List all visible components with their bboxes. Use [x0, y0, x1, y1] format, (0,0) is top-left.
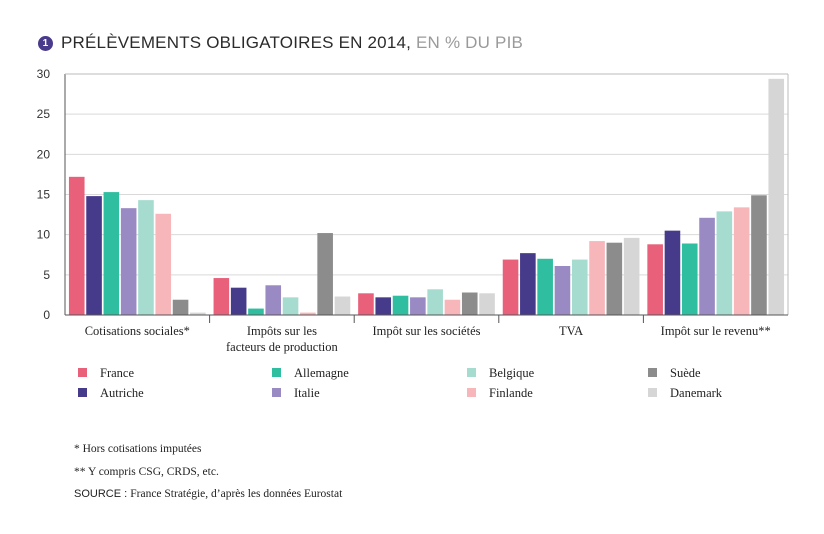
y-tick-label: 0 — [43, 308, 50, 322]
bar-belgique — [427, 289, 443, 315]
category-label: Impôts sur les — [247, 324, 317, 338]
legend-swatch-danemark — [648, 388, 657, 397]
bar-finlande — [155, 213, 172, 315]
legend-swatch-autriche — [78, 388, 87, 397]
legend-label-finlande: Finlande — [489, 386, 533, 400]
bar-danemark — [334, 296, 351, 315]
legend-swatch-suède — [648, 368, 657, 377]
bar-finlande — [589, 241, 605, 315]
y-tick-label: 15 — [37, 188, 51, 202]
bar-belgique — [282, 297, 299, 315]
bar-chart: 0 5 10 15 20 25 30 Cotisations sociales* Impôts … — [37, 67, 789, 400]
title-main: PRÉLÈVEMENTS OBLIGATOIRES EN 2014, — [61, 33, 412, 52]
bar-danemark — [190, 312, 206, 315]
legend-label-belgique: Belgique — [489, 366, 535, 380]
bar-suède — [461, 292, 478, 315]
bar-belgique — [138, 200, 154, 315]
bar-france — [358, 293, 374, 315]
bar-danemark — [479, 293, 495, 315]
bar-france — [647, 244, 663, 315]
footnote-2: ** Y compris CSG, CRDS, etc. — [74, 466, 219, 478]
bar-allemagne — [103, 192, 120, 315]
y-tick-label: 30 — [37, 67, 51, 81]
category-label: TVA — [559, 324, 583, 338]
bar-autriche — [86, 196, 102, 315]
legend-label-autriche: Autriche — [100, 386, 144, 400]
bar-danemark — [623, 237, 640, 315]
bar-france — [68, 176, 85, 315]
legend-label-france: France — [100, 366, 134, 380]
bar-italie — [410, 297, 426, 315]
category-label: facteurs de production — [226, 340, 339, 354]
bar-autriche — [664, 230, 681, 315]
bar-france — [213, 278, 230, 315]
bar-belgique — [716, 211, 733, 315]
bar-italie — [265, 285, 282, 315]
chart-title: 1 PRÉLÈVEMENTS OBLIGATOIRES EN 2014, EN %… — [38, 33, 523, 53]
bar-allemagne — [392, 295, 409, 315]
legend-swatch-finlande — [467, 388, 476, 397]
bar-suède — [317, 233, 333, 315]
bar-allemagne — [681, 243, 698, 315]
bar-allemagne — [248, 308, 264, 315]
title-unit: EN % DU PIB — [411, 33, 524, 52]
legend-label-allemagne: Allemagne — [294, 366, 349, 380]
legend-label-danemark: Danemark — [670, 386, 723, 400]
bar-suède — [606, 242, 623, 315]
legend-swatch-italie — [272, 388, 281, 397]
legend-label-suède: Suède — [670, 366, 701, 380]
y-tick-label: 25 — [37, 107, 51, 121]
bar-autriche — [375, 297, 392, 315]
legend-swatch-belgique — [467, 368, 476, 377]
y-tick-label: 10 — [37, 228, 51, 242]
category-label: Cotisations sociales* — [85, 324, 190, 338]
bar-belgique — [571, 259, 588, 315]
source-label: SOURCE : — [74, 488, 131, 500]
legend-swatch-allemagne — [272, 368, 281, 377]
bar-danemark — [768, 78, 785, 315]
y-tick-label: 20 — [37, 147, 51, 161]
legend-swatch-france — [78, 368, 87, 377]
figure-number-badge: 1 — [38, 36, 53, 51]
bar-allemagne — [537, 258, 553, 315]
bar-italie — [699, 217, 715, 315]
bar-autriche — [520, 253, 536, 315]
bar-suède — [751, 195, 767, 315]
y-tick-label: 5 — [43, 268, 50, 282]
legend-label-italie: Italie — [294, 386, 320, 400]
footnote-1: * Hors cotisations imputées — [74, 443, 202, 455]
bar-finlande — [733, 207, 750, 315]
category-label: Impôt sur le revenu** — [661, 324, 771, 338]
category-label: Impôt sur les sociétés — [373, 324, 481, 338]
source-text: France Stratégie, d’après les données Eu… — [130, 488, 343, 500]
bar-france — [502, 259, 519, 315]
bar-finlande — [300, 312, 316, 315]
bar-italie — [120, 208, 137, 315]
source-note: SOURCE : France Stratégie, d’après les d… — [74, 488, 342, 500]
bar-suède — [172, 299, 189, 315]
bar-autriche — [230, 287, 247, 315]
bar-finlande — [444, 299, 461, 315]
bar-italie — [554, 265, 571, 315]
